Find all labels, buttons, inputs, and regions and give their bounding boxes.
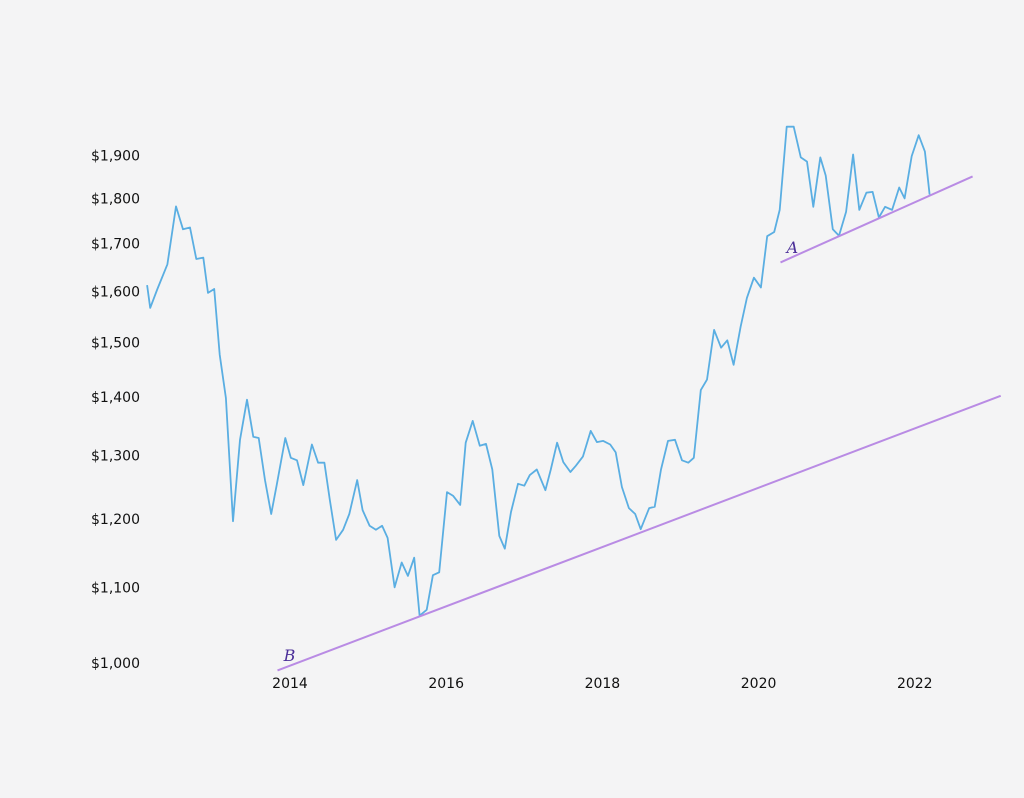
price-line xyxy=(146,125,931,617)
x-tick-label: 2016 xyxy=(428,676,464,692)
y-tick-label: $1,000 xyxy=(91,656,140,672)
y-tick-label: $1,100 xyxy=(91,581,140,597)
x-tick-label: 2014 xyxy=(272,676,308,692)
x-tick-label: 2022 xyxy=(897,676,933,692)
y-tick-label: $1,200 xyxy=(91,512,140,528)
y-tick-label: $1,500 xyxy=(91,335,140,351)
y-tick-label: $1,300 xyxy=(91,449,140,465)
trend-line xyxy=(277,394,1002,672)
y-tick-label: $1,900 xyxy=(91,149,140,165)
y-tick-label: $1,400 xyxy=(91,390,140,406)
annotation: A xyxy=(785,238,799,257)
annotation: B xyxy=(283,646,296,665)
y-tick-label: $1,600 xyxy=(91,284,140,300)
x-tick-label: 2018 xyxy=(585,676,621,692)
x-tick-label: 2020 xyxy=(741,676,777,692)
trend-line xyxy=(780,175,974,264)
y-tick-label: $1,700 xyxy=(91,236,140,252)
y-tick-label: $1,800 xyxy=(91,191,140,207)
